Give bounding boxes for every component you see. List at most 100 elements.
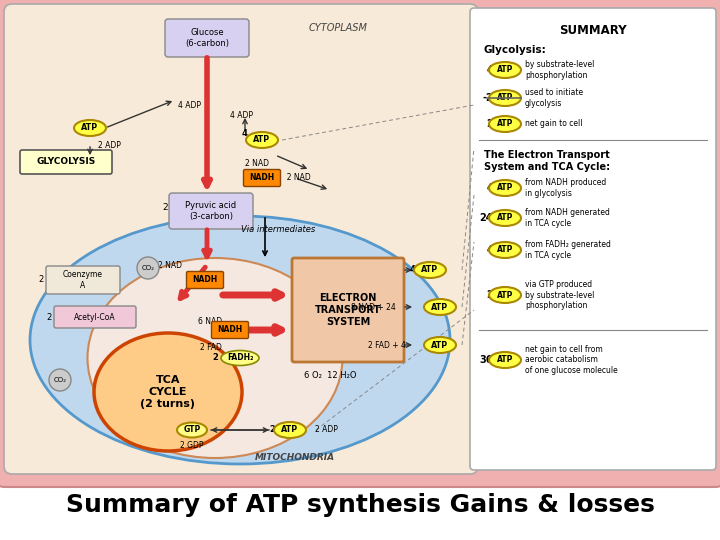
Ellipse shape [274,422,306,438]
Ellipse shape [246,132,278,148]
Ellipse shape [489,90,521,106]
FancyBboxPatch shape [169,193,253,229]
Text: via GTP produced
by substrate-level
phosphorylation: via GTP produced by substrate-level phos… [525,280,595,310]
Text: 4 ADP: 4 ADP [178,100,201,110]
Text: 2: 2 [269,426,275,435]
Ellipse shape [74,120,106,136]
Text: 4: 4 [409,266,415,274]
Text: ATP: ATP [497,119,513,129]
Text: ELECTRON
TRANSPORT
SYSTEM: ELECTRON TRANSPORT SYSTEM [315,293,381,327]
Text: CYTOPLASM: CYTOPLASM [309,23,367,33]
Text: ATP: ATP [497,213,513,222]
Text: 2 NAD: 2 NAD [282,173,311,183]
Text: 6 O₂  12 H₂O: 6 O₂ 12 H₂O [304,370,356,380]
Text: 4: 4 [50,375,56,384]
Text: 2 NAD: 2 NAD [158,260,182,269]
Text: 2: 2 [486,119,493,129]
Text: SUMMARY: SUMMARY [559,24,627,37]
FancyBboxPatch shape [165,19,249,57]
Text: Coenzyme
A: Coenzyme A [63,271,103,289]
Text: 6: 6 [212,326,218,334]
Text: Acetyl-CoA: Acetyl-CoA [74,313,116,321]
Text: ATP: ATP [497,65,513,75]
Text: Via intermediates: Via intermediates [241,226,315,234]
Ellipse shape [424,337,456,353]
Text: ATP: ATP [497,246,513,254]
Ellipse shape [414,262,446,278]
Text: ATP: ATP [431,341,449,349]
Text: NADH: NADH [249,173,274,183]
Text: 2: 2 [486,290,493,300]
Ellipse shape [489,180,521,196]
Text: The Electron Transport
System and TCA Cycle:: The Electron Transport System and TCA Cy… [484,150,610,172]
Text: 4: 4 [486,65,493,75]
Text: TCA
CYCLE
(2 turns): TCA CYCLE (2 turns) [140,375,196,409]
Ellipse shape [94,333,242,451]
FancyBboxPatch shape [4,4,478,474]
Text: 2: 2 [163,204,168,213]
Ellipse shape [489,210,521,226]
Text: 2: 2 [250,173,256,183]
FancyBboxPatch shape [0,0,720,487]
Text: ATP: ATP [421,266,438,274]
Text: -2: -2 [482,93,493,103]
Text: from FADH₂ generated
in TCA cycle: from FADH₂ generated in TCA cycle [525,240,611,260]
Text: ATP: ATP [497,355,513,364]
Text: 2: 2 [193,275,199,285]
Text: 2: 2 [47,313,52,321]
FancyBboxPatch shape [243,170,281,186]
Ellipse shape [30,216,450,464]
Text: CO₂: CO₂ [53,377,66,383]
Text: CO₂: CO₂ [142,265,155,271]
Text: Glycolysis:: Glycolysis: [484,45,546,55]
Ellipse shape [489,242,521,258]
Text: 2 ADP: 2 ADP [98,140,121,150]
Text: 24: 24 [480,213,493,223]
Text: Pyruvic acid
(3-carbon): Pyruvic acid (3-carbon) [186,201,237,221]
FancyBboxPatch shape [54,306,136,328]
Text: ATP: ATP [497,291,513,300]
Ellipse shape [177,422,207,437]
Ellipse shape [88,258,343,458]
FancyBboxPatch shape [470,8,716,470]
Text: NADH: NADH [217,326,243,334]
Ellipse shape [489,287,521,303]
Text: 2: 2 [212,354,218,362]
Text: ATP: ATP [253,136,271,145]
Text: 2 ADP: 2 ADP [315,426,338,435]
Text: 2 GDP: 2 GDP [180,441,204,449]
Text: 2 FAD + 4: 2 FAD + 4 [368,341,406,349]
Ellipse shape [221,350,259,366]
Text: GTP: GTP [184,426,201,435]
Text: 2: 2 [179,426,185,435]
Text: ATP: ATP [81,124,99,132]
Text: NADH: NADH [192,275,217,285]
Text: 8 NAD + 24: 8 NAD + 24 [351,302,396,312]
Text: from NADH generated
in TCA cycle: from NADH generated in TCA cycle [525,208,610,228]
Text: MITOCHONDRIA: MITOCHONDRIA [255,453,335,462]
FancyBboxPatch shape [292,258,404,362]
Text: ATP: ATP [431,302,449,312]
Text: 2 FAD: 2 FAD [200,343,222,353]
FancyBboxPatch shape [20,150,112,174]
FancyBboxPatch shape [186,272,223,288]
Text: 4 ADP: 4 ADP [230,111,253,119]
Text: from NADH produced
in glycolysis: from NADH produced in glycolysis [525,178,606,198]
Ellipse shape [489,352,521,368]
Text: 2: 2 [139,264,144,273]
Circle shape [49,369,71,391]
Ellipse shape [489,116,521,132]
Text: by substrate-level
phosphorylation: by substrate-level phosphorylation [525,60,595,80]
FancyBboxPatch shape [212,321,248,339]
Text: Summary of ATP synthesis Gains & losses: Summary of ATP synthesis Gains & losses [66,493,654,517]
Text: 4: 4 [486,245,493,255]
Ellipse shape [489,62,521,78]
Text: ATP: ATP [282,426,299,435]
Text: 36: 36 [480,355,493,365]
Text: 2: 2 [39,275,44,285]
Text: ATP: ATP [497,93,513,103]
Circle shape [137,257,159,279]
Text: FADH₂: FADH₂ [227,354,253,362]
Text: 4: 4 [241,129,247,138]
Text: 6 NAD: 6 NAD [198,318,222,327]
